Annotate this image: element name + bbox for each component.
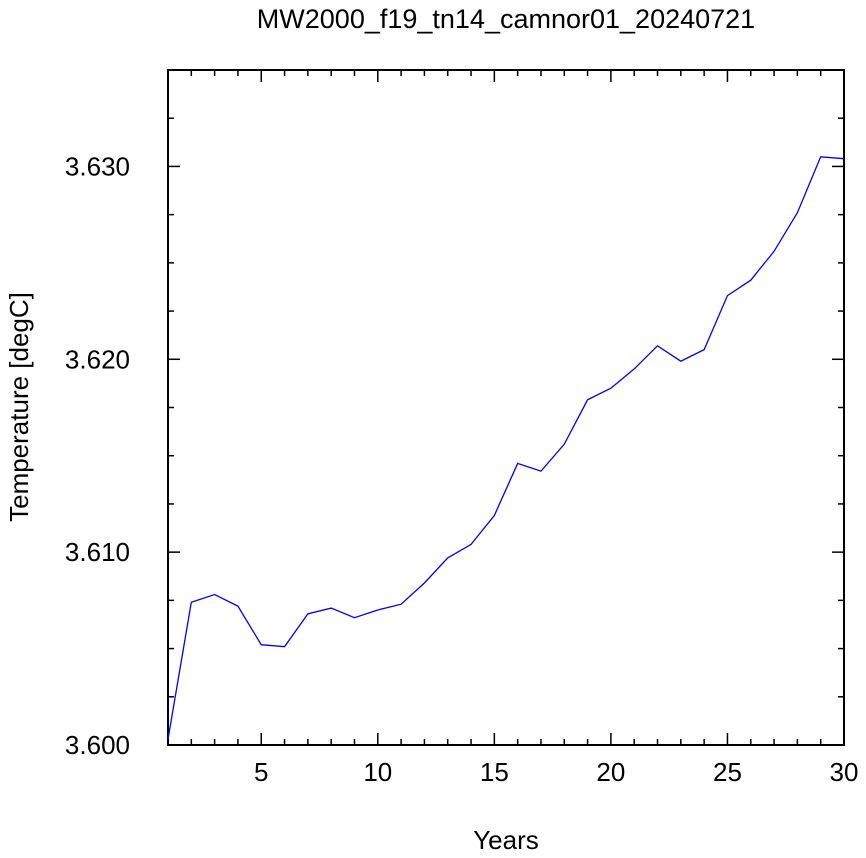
x-tick-label: 25 (713, 757, 742, 787)
temperature-series-line (167, 156, 845, 740)
y-tick-label: 3.600 (65, 730, 130, 760)
y-tick-label: 3.610 (65, 537, 130, 567)
x-tick-label: 20 (596, 757, 625, 787)
axis-ticks (167, 69, 845, 746)
x-tick-label: 30 (830, 757, 859, 787)
x-axis-label: Years (473, 825, 539, 855)
y-tick-label: 3.620 (65, 344, 130, 374)
plot-frame (167, 69, 845, 746)
x-tick-label: 15 (480, 757, 509, 787)
y-tick-label: 3.630 (65, 151, 130, 181)
chart-title: MW2000_f19_tn14_camnor01_20240721 (257, 4, 755, 34)
axis-tick-labels: 5 10 15 20 25 30 3.600 3.610 3.620 3.630 (65, 151, 859, 787)
series-layer (167, 156, 845, 740)
y-axis-label: Temperature [degC] (4, 292, 34, 522)
x-tick-label: 10 (363, 757, 392, 787)
x-tick-label: 5 (254, 757, 268, 787)
